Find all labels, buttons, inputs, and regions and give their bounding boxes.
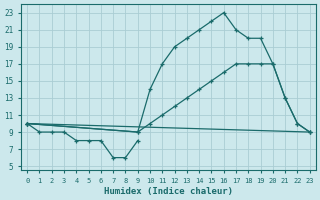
X-axis label: Humidex (Indice chaleur): Humidex (Indice chaleur) bbox=[104, 187, 233, 196]
